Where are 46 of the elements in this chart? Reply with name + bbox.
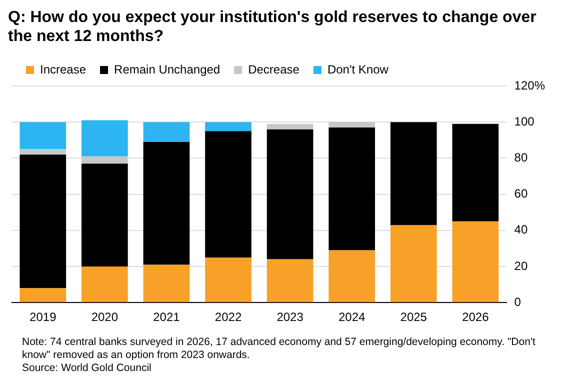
bar	[82, 120, 128, 156]
bar	[205, 131, 252, 258]
source-note: Source: World Gold Council	[22, 362, 152, 375]
bar	[390, 122, 437, 225]
legend-label: Increase	[40, 62, 86, 76]
bar	[328, 122, 376, 128]
bar	[143, 142, 190, 265]
legend-label: Don't Know	[327, 62, 389, 76]
bar	[266, 124, 314, 130]
y-tick-label: 20	[514, 258, 528, 273]
bar	[82, 164, 128, 266]
y-tick-label: 120%	[514, 78, 546, 92]
y-tick-label: 80	[514, 150, 528, 165]
y-tick-label: 40	[514, 222, 528, 237]
bar	[20, 149, 66, 155]
x-tick-label: 2024	[338, 310, 366, 324]
bar	[82, 266, 128, 302]
x-tick-label: 2026	[462, 310, 490, 324]
bar	[390, 224, 437, 302]
bar	[452, 124, 499, 222]
bar	[20, 288, 66, 302]
x-tick-label: 2020	[91, 310, 118, 324]
bar	[266, 259, 314, 302]
bar	[20, 154, 66, 288]
bar	[143, 264, 190, 302]
legend-label: Remain Unchanged	[114, 62, 220, 76]
bar	[452, 221, 499, 302]
chart-title: Q: How do you expect your institution's gold reserves to change over the next 12 months?	[8, 8, 538, 46]
y-tick-label: 60	[514, 186, 528, 201]
x-tick-label: 2023	[276, 310, 304, 324]
bar	[20, 122, 66, 150]
text: Note: 74 central banks surveyed in 2026, 17 advanced economy and 57 emerging/developing economy. "Don't know" removed as an option from 2023 onwards.	[22, 336, 536, 362]
bar	[82, 156, 128, 164]
x-tick-label: 2019	[30, 310, 57, 324]
x-tick-label: 2022	[214, 310, 242, 324]
y-tick-label: 0	[514, 294, 522, 309]
bar	[328, 250, 376, 302]
bar	[205, 122, 252, 132]
x-tick-label: 2025	[400, 310, 428, 324]
bar	[328, 128, 376, 250]
bar	[205, 257, 252, 302]
legend-label: Decrease	[248, 62, 300, 76]
x-tick-label: 2021	[153, 310, 180, 324]
bar	[143, 122, 190, 142]
bar	[266, 129, 314, 260]
y-tick-label: 100	[514, 114, 535, 128]
